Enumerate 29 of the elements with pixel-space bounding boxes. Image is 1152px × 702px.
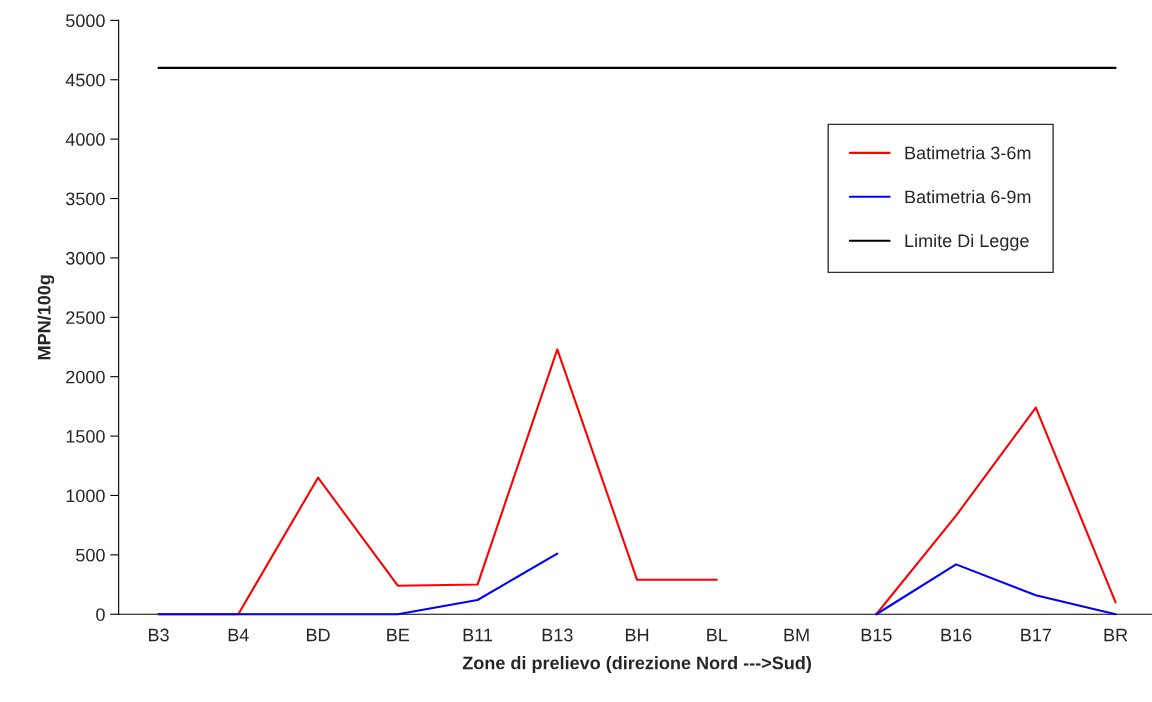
x-tick-label: B4 [228, 628, 249, 642]
x-tick-label: B3 [148, 628, 169, 642]
y-tick-label: 0 [96, 608, 105, 621]
legend-label: Batimetria 6-9m [905, 189, 1031, 204]
y-tick-label: 1000 [66, 489, 105, 503]
x-axis-title: Zone di prelievo (direzione Nord --->Sud) [462, 656, 811, 673]
y-tick-label: 500 [76, 548, 105, 562]
y-tick-label: 5000 [66, 14, 105, 28]
y-tick-label: 2500 [66, 311, 105, 325]
legend-label: Limite Di Legge [905, 233, 1029, 251]
y-tick-label: 4000 [65, 133, 105, 146]
y-tick-label: 4500 [65, 73, 105, 87]
legend-label: Batimetria 3-6m [905, 146, 1031, 160]
x-tick-label: BM [784, 628, 809, 642]
y-tick-label: 1500 [66, 430, 105, 443]
y-axis-title: MPN/100g [37, 275, 55, 360]
x-tick-label: B13 [542, 628, 573, 642]
y-tick-label: 3500 [65, 192, 105, 206]
x-tick-label: BH [626, 628, 649, 642]
x-tick-label: B16 [941, 628, 972, 642]
y-tick-label: 2000 [66, 370, 105, 384]
x-tick-label: BE [387, 628, 410, 642]
y-tick-label: 3000 [65, 251, 105, 265]
x-tick-label: BL [707, 628, 728, 642]
x-tick-label: B15 [861, 628, 892, 642]
x-tick-label: B11 [463, 628, 493, 642]
x-tick-label: BD [306, 628, 330, 642]
x-tick-label: B17 [1021, 628, 1051, 642]
x-tick-label: BR [1104, 628, 1128, 642]
